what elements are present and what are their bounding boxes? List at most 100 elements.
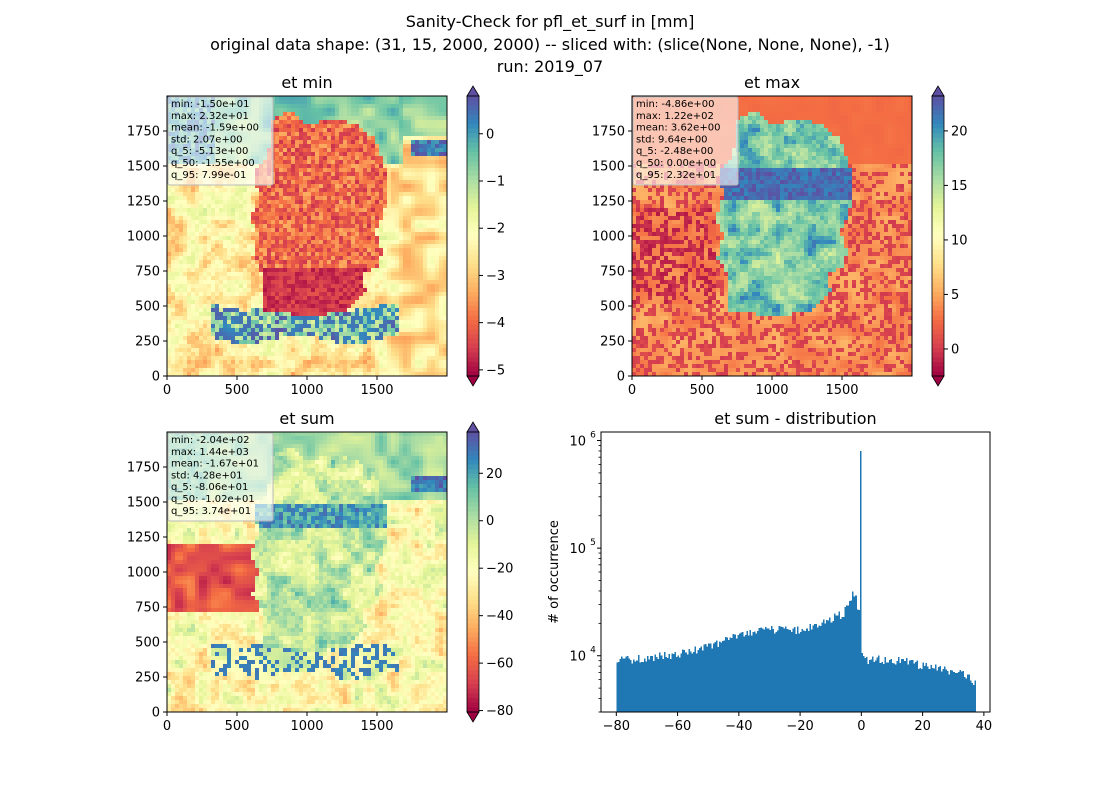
- heatmap-cell: [347, 360, 352, 365]
- heatmap-cell: [367, 228, 372, 233]
- heatmap-cell: [307, 284, 312, 289]
- heatmap-cell: [219, 280, 224, 285]
- heatmap-cell: [351, 368, 356, 373]
- heatmap-cell: [219, 204, 224, 209]
- heatmap-cell: [303, 272, 308, 277]
- heatmap-cell: [287, 188, 292, 193]
- heatmap-cell: [275, 264, 280, 269]
- heatmap-cell: [299, 212, 304, 217]
- heatmap-cell: [339, 196, 344, 201]
- heatmap-cell: [315, 164, 320, 169]
- heatmap-cell: [235, 188, 240, 193]
- heatmap-cell: [319, 364, 324, 369]
- heatmap-cell: [247, 256, 252, 261]
- heatmap-cell: [235, 252, 240, 257]
- heatmap-cell: [323, 372, 328, 377]
- heatmap-cell: [255, 224, 260, 229]
- heatmap-cell: [195, 248, 200, 253]
- heatmap-cell: [439, 96, 444, 101]
- heatmap-cell: [375, 204, 380, 209]
- heatmap-cell: [379, 232, 384, 237]
- heatmap-cell: [363, 216, 368, 221]
- heatmap-cell: [383, 128, 388, 133]
- heatmap-cell: [327, 128, 332, 133]
- heatmap-cell: [275, 372, 280, 377]
- heatmap-cell: [239, 192, 244, 197]
- heatmap-cell: [399, 284, 404, 289]
- heatmap-cell: [315, 316, 320, 321]
- x-tick-label: 1000: [290, 383, 323, 398]
- heatmap-cell: [355, 196, 360, 201]
- heatmap-cell: [415, 216, 420, 221]
- heatmap-cell: [175, 256, 180, 261]
- heatmap-cell: [271, 188, 276, 193]
- heatmap-cell: [207, 308, 212, 313]
- heatmap-cell: [295, 320, 300, 325]
- heatmap-cell: [415, 288, 420, 293]
- heatmap-cell: [411, 236, 416, 241]
- heatmap-cell: [251, 200, 256, 205]
- heatmap-cell: [235, 304, 240, 309]
- heatmap-cell: [255, 304, 260, 309]
- heatmap-cell: [303, 284, 308, 289]
- heatmap-cell: [219, 328, 224, 333]
- heatmap-cell: [255, 228, 260, 233]
- heatmap-cell: [431, 200, 436, 205]
- heatmap-cell: [231, 324, 236, 329]
- heatmap-cell: [291, 104, 296, 109]
- heatmap-cell: [411, 148, 416, 153]
- heatmap-cell: [423, 264, 428, 269]
- heatmap-cell: [387, 120, 392, 125]
- heatmap-cell: [299, 208, 304, 213]
- heatmap-cell: [351, 104, 356, 109]
- heatmap-cell: [371, 264, 376, 269]
- heatmap-cell: [339, 288, 344, 293]
- heatmap-cell: [267, 312, 272, 317]
- heatmap-cell: [223, 368, 228, 373]
- heatmap-cell: [203, 332, 208, 337]
- heatmap-cell: [411, 124, 416, 129]
- heatmap-cell: [355, 132, 360, 137]
- heatmap-cell: [227, 260, 232, 265]
- heatmap-cell: [223, 220, 228, 225]
- heatmap-cell: [187, 236, 192, 241]
- heatmap-cell: [439, 344, 444, 349]
- heatmap-cell: [319, 160, 324, 165]
- heatmap-cell: [371, 136, 376, 141]
- heatmap-cell: [347, 356, 352, 361]
- heatmap-cell: [403, 272, 408, 277]
- heatmap-cell: [367, 232, 372, 237]
- heatmap-cell: [295, 204, 300, 209]
- heatmap-cell: [375, 316, 380, 321]
- heatmap-cell: [167, 284, 172, 289]
- heatmap-cell: [315, 256, 320, 261]
- heatmap-cell: [315, 232, 320, 237]
- heatmap-cell: [259, 188, 264, 193]
- heatmap-cell: [311, 260, 316, 265]
- heatmap-cell: [287, 228, 292, 233]
- heatmap-cell: [363, 276, 368, 281]
- heatmap-cell: [427, 132, 432, 137]
- heatmap-cell: [299, 260, 304, 265]
- heatmap-cell: [251, 284, 256, 289]
- heatmap-cell: [439, 324, 444, 329]
- heatmap-cell: [231, 328, 236, 333]
- heatmap-cell: [383, 348, 388, 353]
- heatmap-cell: [383, 284, 388, 289]
- heatmap-cell: [167, 332, 172, 337]
- heatmap-cell: [299, 112, 304, 117]
- heatmap-cell: [295, 104, 300, 109]
- heatmap-cell: [283, 312, 288, 317]
- heatmap-cell: [335, 100, 340, 105]
- heatmap-cell: [403, 300, 408, 305]
- heatmap-cell: [439, 116, 444, 121]
- heatmap-cell: [279, 268, 284, 273]
- heatmap-cell: [427, 136, 432, 141]
- heatmap-cell: [375, 264, 380, 269]
- heatmap-cell: [395, 132, 400, 137]
- heatmap-cell: [443, 140, 448, 145]
- heatmap-cell: [399, 144, 404, 149]
- heatmap-cell: [383, 288, 388, 293]
- heatmap-cell: [379, 332, 384, 337]
- heatmap-cell: [363, 340, 368, 345]
